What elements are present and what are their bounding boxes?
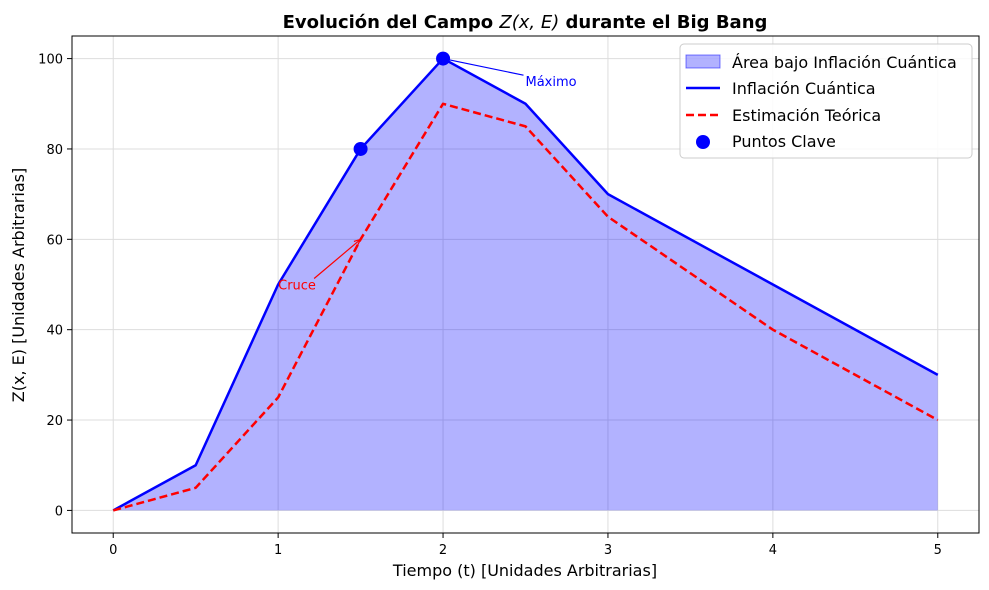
plot-frame bbox=[71, 35, 980, 534]
y-tick-label: 80 bbox=[46, 143, 63, 158]
annotation-arrow bbox=[313, 238, 361, 279]
annotation-label: Máximo bbox=[526, 75, 577, 90]
annotation-arrowhead bbox=[353, 238, 362, 246]
ticks-group: 0 1 2 3 4 5 0 20 40 60 80 100 bbox=[38, 53, 942, 558]
key-point bbox=[353, 141, 368, 156]
legend-label-estimacion: Estimación Teórica bbox=[732, 106, 881, 125]
fill-area-inflacion bbox=[113, 58, 938, 511]
legend-label-puntos: Puntos Clave bbox=[732, 132, 836, 151]
y-tick-label: 20 bbox=[46, 414, 63, 429]
x-tick-label: 1 bbox=[274, 543, 282, 558]
annotation-arrow bbox=[442, 58, 524, 76]
chart-title: Evolución del Campo Z(x, E) durante el B… bbox=[283, 12, 768, 33]
y-tick-label: 100 bbox=[38, 53, 63, 68]
fill-area-group bbox=[113, 58, 938, 511]
annotation-label: Cruce bbox=[278, 279, 316, 294]
x-tick-label: 2 bbox=[439, 543, 447, 558]
x-tick-label: 0 bbox=[109, 543, 117, 558]
series-line-estimacion bbox=[112, 102, 939, 512]
legend: Área bajo Inflación Cuántica Inflación C… bbox=[679, 43, 973, 159]
annotation-arrowhead bbox=[441, 56, 451, 64]
annotations-group: Máximo Cruce bbox=[278, 56, 577, 294]
y-tick-label: 0 bbox=[55, 504, 63, 519]
x-tick-label: 5 bbox=[934, 543, 942, 558]
legend-label-inflacion: Inflación Cuántica bbox=[732, 79, 876, 98]
y-axis-label: Z(x, E) [Unidades Arbitrarias] bbox=[9, 168, 28, 402]
x-axis-label: Tiempo (t) [Unidades Arbitrarias] bbox=[392, 561, 657, 580]
x-tick-label: 4 bbox=[769, 543, 777, 558]
legend-swatch-puntos bbox=[696, 135, 710, 149]
legend-label-fill: Área bajo Inflación Cuántica bbox=[732, 53, 957, 72]
legend-box bbox=[679, 43, 973, 159]
x-tick-label: 3 bbox=[604, 543, 612, 558]
y-tick-label: 60 bbox=[46, 233, 63, 248]
legend-fill-swatch bbox=[685, 54, 721, 69]
y-tick-label: 40 bbox=[46, 324, 63, 339]
